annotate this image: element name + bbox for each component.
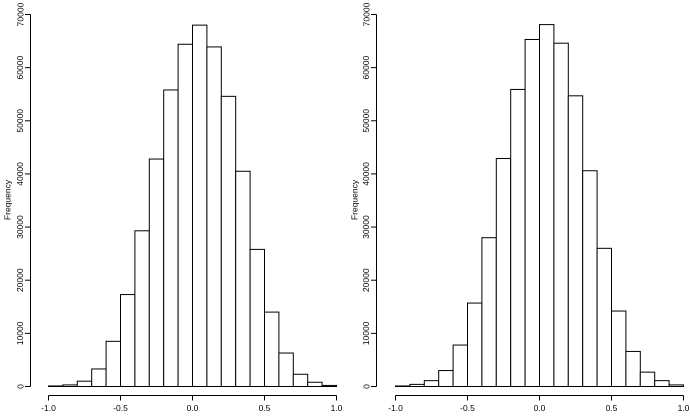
histogram-bar xyxy=(467,302,483,388)
histogram-bar xyxy=(567,95,584,387)
y-tick-label: 10000 xyxy=(15,321,25,345)
histogram-bar xyxy=(235,170,251,387)
x-tick-label: 0.5 xyxy=(259,403,271,413)
x-tick-label: 0.0 xyxy=(534,403,546,413)
histogram-bar xyxy=(611,310,627,388)
histogram-bar xyxy=(625,350,641,387)
histogram-bar xyxy=(423,380,440,387)
histogram-bar xyxy=(292,373,309,387)
y-tick-label: 0 xyxy=(15,384,25,389)
histogram-bar xyxy=(639,371,656,387)
histogram-bar xyxy=(206,46,222,387)
y-tick-label: 30000 xyxy=(361,215,371,239)
y-tick-label: 10000 xyxy=(361,321,371,345)
histogram-bar xyxy=(321,384,338,388)
histogram-bar xyxy=(409,383,425,387)
histogram-bar xyxy=(163,89,179,388)
y-tick-label: 30000 xyxy=(15,215,25,239)
x-tick-label: 0.5 xyxy=(606,403,618,413)
y-tick-label: 70000 xyxy=(361,2,371,26)
x-tick-label: -1.0 xyxy=(388,403,403,413)
histogram-bar xyxy=(553,42,569,387)
histogram-bar xyxy=(539,24,555,387)
histogram-bar xyxy=(120,294,136,387)
x-tick-label: 0.0 xyxy=(187,403,199,413)
histogram-bar xyxy=(134,230,150,387)
y-tick-label: 40000 xyxy=(15,162,25,186)
histogram-bar xyxy=(307,381,323,387)
histogram-bar xyxy=(668,384,684,388)
histogram-bar xyxy=(264,311,280,388)
histogram-bar xyxy=(481,237,497,387)
x-tick-label: -0.5 xyxy=(113,403,128,413)
histogram-bar xyxy=(177,43,194,387)
x-tick-label: -1.0 xyxy=(41,403,56,413)
histogram-bar xyxy=(249,248,266,387)
histogram-bar xyxy=(596,247,612,387)
histogram-bar xyxy=(452,344,469,387)
x-tick-label: 1.0 xyxy=(331,403,343,413)
y-tick-label: 60000 xyxy=(361,56,371,80)
y-tick-label: 20000 xyxy=(15,268,25,292)
histogram-bar xyxy=(654,380,670,387)
x-tick-label: -0.5 xyxy=(460,403,475,413)
histogram-bar xyxy=(510,88,526,388)
histogram-bar xyxy=(48,385,64,388)
histogram-bar xyxy=(220,95,237,387)
histogram-bar xyxy=(91,368,107,387)
y-axis-title: Frequency xyxy=(2,179,12,220)
histogram-bar xyxy=(582,170,598,387)
y-tick-label: 0 xyxy=(361,384,371,389)
x-tick-label: 1.0 xyxy=(678,403,690,413)
histogram-bar xyxy=(148,158,165,387)
histogram-bar xyxy=(105,340,121,387)
histogram-bar xyxy=(192,24,208,387)
y-tick-label: 60000 xyxy=(15,56,25,80)
histogram-panel-1: 0 10000 20000 30000 40000 50000 60000 70000 Freq… xyxy=(2,2,342,413)
y-tick-label: 20000 xyxy=(361,268,371,292)
y-axis-title: Frequency xyxy=(349,179,359,220)
histogram-bar xyxy=(278,352,294,387)
histogram-bar xyxy=(524,38,540,387)
histogram-bar xyxy=(395,385,411,388)
y-tick-label: 70000 xyxy=(15,2,25,26)
histogram-bar xyxy=(76,380,93,388)
histogram-panel-2: 0 10000 20000 30000 40000 50000 60000 70000 Freq… xyxy=(349,2,689,413)
histogram-bar xyxy=(495,158,512,387)
y-tick-label: 50000 xyxy=(15,109,25,133)
histogram-bar xyxy=(438,370,454,387)
y-tick-label: 40000 xyxy=(361,162,371,186)
histogram-bar xyxy=(62,384,78,388)
y-tick-label: 50000 xyxy=(361,109,371,133)
